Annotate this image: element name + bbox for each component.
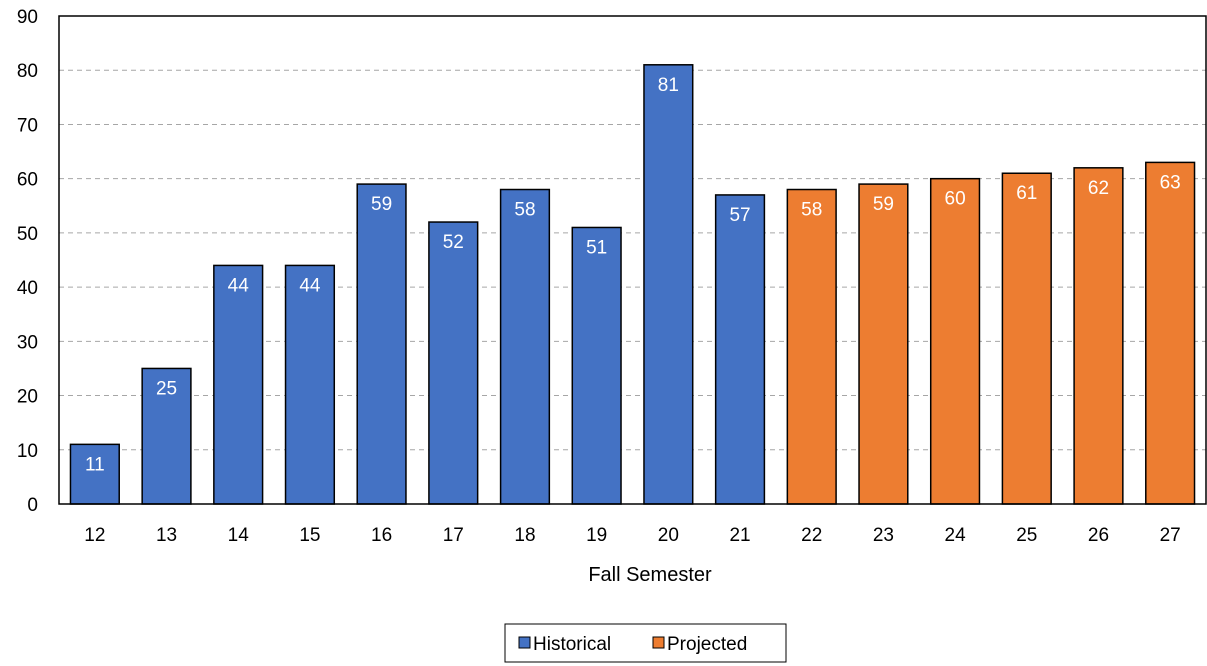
x-tick-label: 26 <box>1088 525 1109 546</box>
x-tick-label: 15 <box>299 525 320 546</box>
x-tick-label: 13 <box>156 525 177 546</box>
y-tick-label: 70 <box>17 115 38 136</box>
legend-swatch-historical <box>518 636 531 649</box>
bar-projected-25 <box>1001 172 1052 505</box>
data-label: 61 <box>1016 183 1037 204</box>
bar-historical-18 <box>499 188 551 505</box>
data-label: 44 <box>228 275 250 296</box>
x-tick-label: 20 <box>658 525 679 546</box>
data-label: 60 <box>945 189 966 210</box>
bar-projected-23 <box>858 183 909 505</box>
x-tick-label: 17 <box>443 525 464 546</box>
y-tick-label: 0 <box>27 495 38 516</box>
data-label: 44 <box>299 275 321 296</box>
bar-historical-15 <box>284 264 336 505</box>
legend: Historical Projected <box>504 623 787 663</box>
data-label: 58 <box>514 200 535 221</box>
bar-historical-14 <box>213 264 264 505</box>
bar-historical-16 <box>356 183 407 505</box>
data-label: 58 <box>801 200 822 221</box>
data-label: 11 <box>85 454 105 475</box>
x-tick-label: 18 <box>514 525 535 546</box>
y-tick-label: 40 <box>17 278 38 299</box>
data-label: 62 <box>1088 178 1109 199</box>
y-tick-label: 90 <box>17 7 38 28</box>
x-tick-label: 24 <box>945 525 967 546</box>
data-label: 52 <box>443 232 464 253</box>
bar-historical-19 <box>571 226 622 505</box>
x-tick-label: 23 <box>873 525 894 546</box>
bar-projected-27 <box>1145 161 1196 505</box>
x-tick-label: 14 <box>228 525 250 546</box>
legend-label-historical: Historical <box>533 634 611 655</box>
y-tick-label: 10 <box>17 441 38 462</box>
data-label: 57 <box>729 205 750 226</box>
data-labels: 11 25 44 44 59 52 58 51 81 57 58 59 60 61 62 63 <box>85 75 1181 476</box>
data-label: 25 <box>156 378 177 399</box>
y-tick-label: 80 <box>17 61 38 82</box>
y-tick-label: 50 <box>17 224 38 245</box>
bar-historical-17 <box>428 221 479 505</box>
bar-historical-21 <box>714 194 766 505</box>
x-tick-label: 22 <box>801 525 822 546</box>
bar-projected-26 <box>1073 167 1124 505</box>
bar-projected-22 <box>786 188 837 505</box>
data-label: 59 <box>873 194 894 215</box>
data-label: 81 <box>658 75 679 96</box>
y-tick-label: 20 <box>17 387 38 408</box>
data-label: 63 <box>1160 172 1181 193</box>
bar-projected-24 <box>929 177 981 505</box>
x-tick-label: 19 <box>586 525 607 546</box>
legend-label-projected: Projected <box>667 634 747 655</box>
y-tick-labels: 0 10 20 30 40 50 60 70 80 90 <box>17 7 38 516</box>
axes <box>58 15 1207 505</box>
bar-historical-12 <box>69 443 120 505</box>
data-label: 59 <box>371 194 392 215</box>
legend-swatch-projected <box>652 636 665 649</box>
y-tick-label: 60 <box>17 170 38 191</box>
x-axis-title: Fall Semester <box>588 564 712 586</box>
x-tick-label: 21 <box>729 525 750 546</box>
plot-frame <box>58 15 1207 505</box>
x-tick-label: 16 <box>371 525 392 546</box>
x-tick-label: 12 <box>84 525 105 546</box>
y-tick-label: 30 <box>17 332 38 353</box>
bars <box>69 64 1196 505</box>
bar-historical-20 <box>643 64 694 505</box>
legend-box <box>504 623 787 663</box>
x-tick-label: 27 <box>1160 525 1181 546</box>
x-tick-labels: 12 13 14 15 16 17 18 19 20 21 22 23 24 25 26 27 <box>84 525 1180 546</box>
data-label: 51 <box>586 237 607 258</box>
x-tick-label: 25 <box>1016 525 1037 546</box>
